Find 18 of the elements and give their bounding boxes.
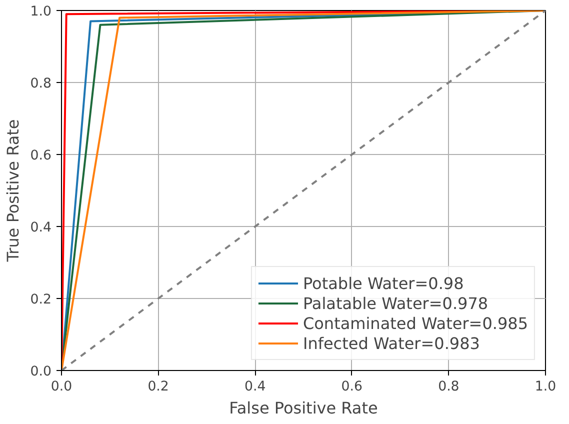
y-axis-title: True Positive Rate bbox=[3, 119, 22, 263]
y-tick-label: 0.4 bbox=[30, 220, 52, 236]
y-tick-label: 0.8 bbox=[30, 76, 52, 92]
x-axis-title: False Positive Rate bbox=[229, 398, 378, 418]
x-tick-label: 0.0 bbox=[50, 380, 72, 394]
y-tick-label: 0.0 bbox=[30, 364, 52, 380]
y-tick-label: 1.0 bbox=[30, 4, 52, 20]
x-tick-label: 0.8 bbox=[438, 380, 460, 394]
x-tick-label: 0.4 bbox=[244, 380, 266, 394]
x-tick-label: 0.2 bbox=[148, 380, 169, 394]
y-tick-label: 0.2 bbox=[30, 292, 52, 308]
legend-label: Palatable Water=0.978 bbox=[302, 294, 488, 312]
x-tick-label: 1.0 bbox=[534, 380, 556, 394]
legend-label: Infected Water=0.983 bbox=[302, 334, 480, 352]
legend-label: Potable Water=0.98 bbox=[302, 274, 464, 292]
legend-label: Contaminated Water=0.985 bbox=[302, 314, 528, 332]
y-tick-label: 0.6 bbox=[30, 148, 52, 164]
x-tick-label: 0.6 bbox=[341, 380, 363, 394]
